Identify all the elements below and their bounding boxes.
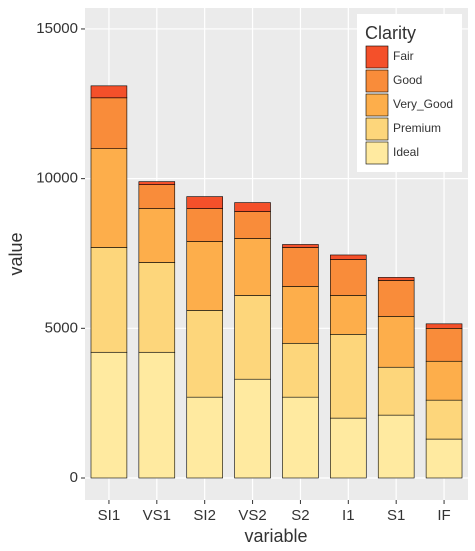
bar-segment bbox=[234, 202, 271, 212]
bar-segment bbox=[282, 286, 319, 344]
y-tick-label: 0 bbox=[70, 469, 78, 486]
bar-segment bbox=[330, 254, 367, 260]
legend-label: Very_Good bbox=[393, 97, 453, 111]
bar-segment bbox=[377, 414, 415, 479]
bar-segment bbox=[425, 328, 463, 362]
x-tick-label: S1 bbox=[387, 507, 405, 524]
bar-segment bbox=[186, 208, 223, 242]
bar-segment bbox=[425, 399, 463, 440]
bar-segment bbox=[377, 277, 415, 281]
legend-key bbox=[365, 117, 389, 141]
bar-segment bbox=[138, 181, 176, 185]
bar-segment bbox=[282, 342, 319, 398]
bar-segment bbox=[234, 238, 271, 296]
bar-segment bbox=[186, 396, 223, 479]
bar-segment bbox=[330, 417, 367, 479]
bar-segment bbox=[425, 323, 463, 329]
y-tick-label: 5000 bbox=[45, 319, 78, 336]
x-tick-label: SI2 bbox=[193, 507, 216, 524]
legend-key bbox=[365, 45, 389, 69]
legend-label: Ideal bbox=[393, 145, 419, 159]
bar-segment bbox=[377, 366, 415, 416]
legend-title: Clarity bbox=[365, 23, 416, 43]
bar-segment bbox=[186, 310, 223, 398]
y-axis-title: value bbox=[6, 232, 26, 275]
x-tick-label: VS1 bbox=[143, 507, 171, 524]
bar-segment bbox=[234, 295, 271, 380]
legend-label: Premium bbox=[393, 121, 441, 135]
bar-segment bbox=[90, 148, 128, 248]
bar-segment bbox=[138, 184, 176, 209]
bar-segment bbox=[90, 351, 128, 479]
bar-segment bbox=[330, 334, 367, 419]
bar-segment bbox=[90, 97, 128, 149]
bar-segment bbox=[330, 295, 367, 335]
x-axis-title: variable bbox=[244, 526, 307, 546]
bar-segment bbox=[186, 241, 223, 311]
bar-segment bbox=[330, 259, 367, 296]
legend-key bbox=[365, 141, 389, 165]
bar-segment bbox=[425, 438, 463, 479]
bar-segment bbox=[234, 378, 271, 479]
bar-segment bbox=[282, 247, 319, 287]
legend-label: Fair bbox=[393, 49, 414, 63]
y-tick-label: 15000 bbox=[36, 20, 78, 37]
bar-segment bbox=[90, 85, 128, 99]
y-tick-label: 10000 bbox=[36, 170, 78, 187]
bar-segment bbox=[282, 396, 319, 479]
x-tick-label: S2 bbox=[291, 507, 309, 524]
legend-label: Good bbox=[393, 73, 422, 87]
bar-segment bbox=[90, 247, 128, 353]
x-tick-label: I1 bbox=[342, 507, 355, 524]
x-tick-label: IF bbox=[437, 507, 450, 524]
x-tick-label: SI1 bbox=[98, 507, 121, 524]
bar-segment bbox=[234, 211, 271, 239]
bar-segment bbox=[138, 208, 176, 263]
bar-segment bbox=[377, 280, 415, 317]
bar-segment bbox=[377, 316, 415, 368]
legend-key bbox=[365, 93, 389, 117]
bar-segment bbox=[138, 351, 176, 479]
bar-segment bbox=[186, 196, 223, 209]
bar-segment bbox=[425, 360, 463, 401]
x-tick-label: VS2 bbox=[238, 507, 266, 524]
bar-segment bbox=[282, 244, 319, 248]
legend-key bbox=[365, 69, 389, 93]
bar-segment bbox=[138, 262, 176, 353]
